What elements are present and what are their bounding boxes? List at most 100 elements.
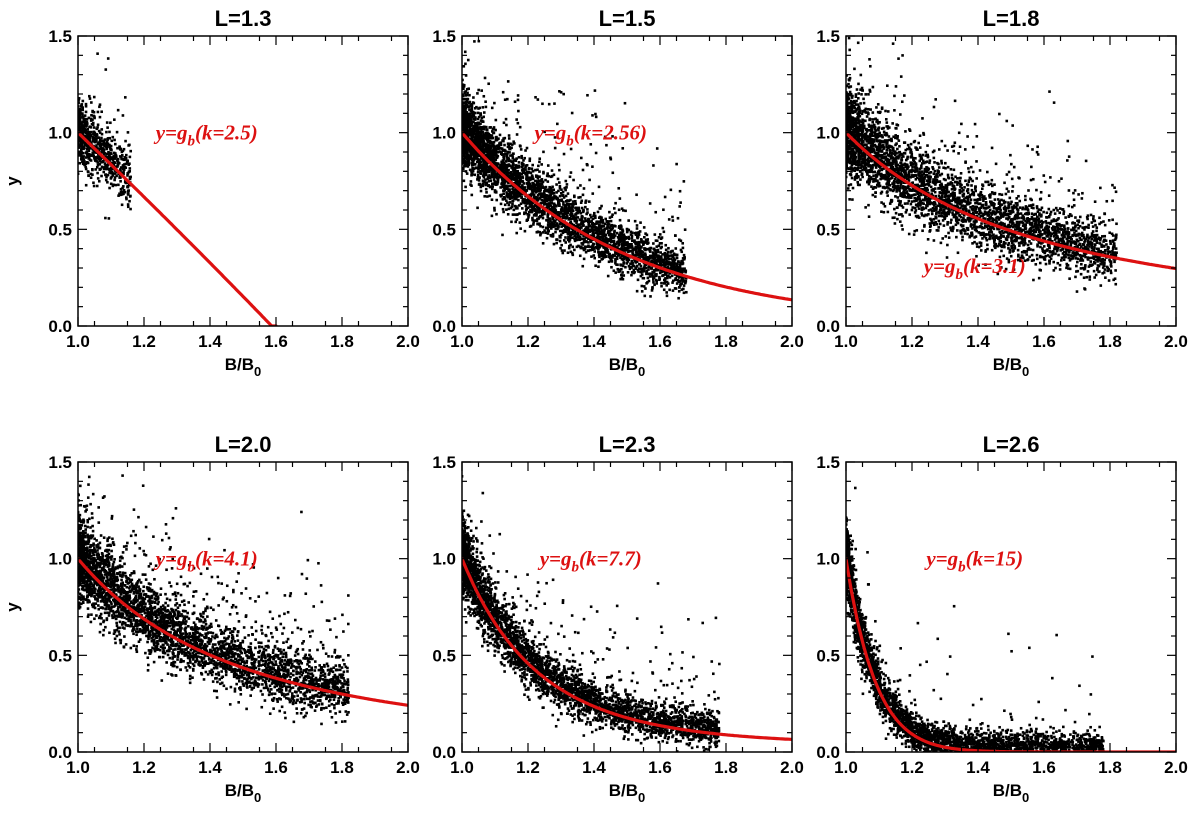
scatter-point <box>542 199 546 202</box>
scatter-point <box>546 172 549 175</box>
scatter-point <box>578 245 582 248</box>
scatter-point <box>592 235 596 238</box>
scatter-point <box>84 141 88 145</box>
x-tick-label: 1.8 <box>714 332 738 351</box>
scatter-point <box>599 252 603 255</box>
scatter-point <box>515 157 518 160</box>
scatter-point <box>579 195 582 199</box>
scatter-point <box>523 188 527 192</box>
scatter-point <box>88 136 91 140</box>
scatter-point <box>505 192 509 196</box>
scatter-point <box>518 194 522 198</box>
scatter-point <box>648 254 652 258</box>
scatter-point <box>491 149 495 152</box>
scatter-point <box>546 206 550 209</box>
scatter-point <box>547 202 551 205</box>
scatter-point <box>674 247 678 250</box>
scatter-point <box>626 243 630 247</box>
scatter-point <box>517 165 521 169</box>
scatter-point <box>472 111 476 114</box>
scatter-point <box>669 266 673 270</box>
scatter-point <box>558 222 562 226</box>
scatter-point <box>649 246 653 250</box>
scatter-point <box>507 207 511 211</box>
scatter-point <box>469 108 473 112</box>
scatter-point <box>657 236 661 239</box>
scatter-point <box>119 166 123 169</box>
scatter-point <box>577 235 581 239</box>
scatter-point <box>97 141 100 145</box>
scatter-point <box>87 170 90 174</box>
scatter-point <box>578 223 581 226</box>
scatter-point <box>620 246 623 250</box>
scatter-point <box>571 228 575 232</box>
scatter-point <box>492 126 496 129</box>
scatter-point <box>96 177 100 180</box>
scatter-point <box>563 230 567 234</box>
scatter-point <box>511 152 515 156</box>
scatter-point <box>574 213 577 216</box>
scatter-point <box>550 190 553 194</box>
scatter-point <box>646 276 650 280</box>
scatter-point <box>573 248 576 252</box>
scatter-point <box>474 139 478 143</box>
scatter-point <box>542 171 545 175</box>
scatter-point <box>609 258 613 261</box>
scatter-point <box>107 154 111 158</box>
scatter-point <box>655 272 658 276</box>
scatter-point <box>582 237 586 241</box>
scatter-point <box>484 183 487 187</box>
scatter-point <box>516 94 520 97</box>
scatter-point <box>109 152 113 156</box>
scatter-point <box>464 157 467 160</box>
scatter-point <box>502 121 506 125</box>
scatter-point <box>79 137 83 141</box>
scatter-point <box>539 185 542 188</box>
scatter-point <box>627 219 630 222</box>
scatter-point <box>496 162 500 165</box>
scatter-point <box>1016 258 1020 262</box>
scatter-point <box>568 209 572 213</box>
scatter-point <box>515 170 518 173</box>
scatter-point <box>486 140 490 144</box>
scatter-point <box>86 138 90 142</box>
scatter-point <box>672 262 676 266</box>
scatter-point <box>471 159 475 163</box>
scatter-point <box>484 146 488 150</box>
scatter-point <box>503 180 507 184</box>
scatter-point <box>110 171 113 175</box>
scatter-point <box>653 233 657 236</box>
scatter-point <box>577 196 580 199</box>
scatter-point <box>608 226 611 230</box>
scatter-point <box>105 167 109 171</box>
scatter-point <box>578 235 582 239</box>
scatter-point <box>1058 231 1061 234</box>
scatter-point <box>503 203 507 207</box>
scatter-point <box>526 171 530 174</box>
scatter-point <box>470 137 473 141</box>
scatter-point <box>569 206 573 209</box>
scatter-point <box>1082 276 1086 280</box>
scatter-point <box>495 154 498 157</box>
scatter-point <box>605 220 609 223</box>
scatter-point <box>100 165 104 169</box>
scatter-point <box>608 216 612 219</box>
scatter-point <box>87 116 91 120</box>
scatter-point <box>612 241 616 245</box>
scatter-point <box>105 142 109 146</box>
scatter-point <box>611 171 615 175</box>
scatter-point <box>113 176 117 179</box>
scatter-point <box>575 225 578 228</box>
scatter-point <box>106 152 109 156</box>
scatter-point <box>558 181 561 184</box>
scatter-point <box>609 254 613 258</box>
scatter-point <box>547 102 551 106</box>
scatter-point <box>512 173 515 177</box>
scatter-point <box>108 147 112 150</box>
scatter-point <box>677 296 680 300</box>
scatter-point <box>581 215 584 219</box>
scatter-point <box>516 175 520 178</box>
scatter-point <box>643 252 647 255</box>
scatter-point <box>563 228 567 232</box>
scatter-point <box>647 279 651 283</box>
